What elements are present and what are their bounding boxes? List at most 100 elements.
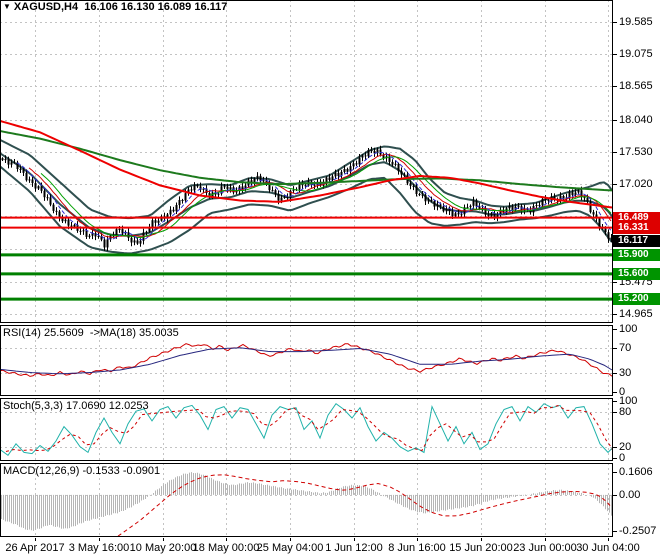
candle-body — [403, 174, 406, 176]
price-tag: 15.900 — [613, 249, 660, 261]
time-tick-label: 26 Apr 2017 — [5, 542, 65, 554]
macd-signal-line — [117, 474, 611, 537]
candle-body — [64, 219, 67, 222]
candle-body — [442, 206, 445, 212]
time-axis[interactable]: 26 Apr 2017 3 May 16:00 10 May 20:00 18 May… — [0, 538, 660, 560]
price-axis[interactable]: 19.585 19.075 18.565 18.040 17.530 17.020 15.4… — [613, 0, 660, 560]
candle-body — [91, 233, 94, 236]
candle-body — [493, 213, 496, 218]
candle-body — [19, 168, 22, 170]
candle-body — [166, 214, 169, 219]
axis-tick-mark — [613, 54, 617, 55]
candle-body — [502, 209, 505, 213]
candle-body — [358, 157, 361, 165]
candle-body — [259, 175, 262, 182]
rsi-indicator-panel[interactable] — [0, 325, 613, 396]
candle-body — [331, 176, 334, 180]
candle-body — [43, 190, 46, 198]
candle-body — [22, 169, 25, 173]
ma-slow-green — [0, 130, 613, 192]
candle-body — [469, 205, 472, 208]
candle-body — [58, 211, 61, 219]
candle-body — [595, 214, 598, 219]
candle-body — [394, 163, 397, 165]
panel-border — [0, 398, 613, 461]
macd-indicator-panel[interactable] — [0, 463, 613, 537]
candle-body — [484, 207, 487, 215]
candle-body — [580, 190, 583, 198]
time-tick-label: 1 Jun 12:00 — [325, 542, 383, 554]
candle-body — [340, 171, 343, 177]
main-chart-panel[interactable] — [0, 0, 613, 323]
candle-body — [472, 200, 475, 206]
grid-layer — [0, 325, 612, 396]
axis-tick-label: 19.585 — [619, 16, 653, 28]
candle-body — [199, 186, 202, 190]
grid-layer — [0, 398, 612, 461]
candle-body — [145, 231, 148, 233]
candle-body — [400, 171, 403, 175]
axis-tick-mark — [613, 447, 617, 448]
candle-body — [370, 150, 373, 152]
candle-body — [364, 155, 367, 157]
candle-body — [229, 187, 232, 190]
time-tick-mark — [290, 538, 291, 541]
candle-body — [127, 232, 130, 238]
candle-body — [85, 230, 88, 237]
axis-tick-mark — [613, 472, 617, 473]
candle-body — [544, 198, 547, 200]
candle-body — [436, 204, 439, 207]
candle-body — [568, 192, 571, 198]
candle-body — [457, 213, 460, 215]
axis-tick-label: 0.1606 — [619, 466, 653, 478]
candle-body — [313, 184, 316, 186]
candle-body — [349, 166, 352, 172]
bollinger-middle — [0, 152, 613, 237]
candle-body — [466, 207, 469, 209]
candle-body — [607, 232, 610, 240]
candle-body — [187, 189, 190, 194]
candle-body — [586, 197, 589, 202]
time-tick-label: 25 May 04:00 — [256, 542, 324, 554]
candle-body — [205, 188, 208, 194]
time-tick-label: 23 Jun 00:00 — [513, 542, 577, 554]
candle-body — [337, 172, 340, 177]
ma-slow-red — [0, 119, 613, 209]
time-tick-label: 18 May 00:00 — [192, 542, 260, 554]
stochastic-indicator-panel[interactable] — [0, 398, 613, 461]
axis-tick-mark — [613, 495, 617, 496]
candle-body — [583, 197, 586, 199]
candle-body — [220, 186, 223, 194]
panel-border — [0, 325, 613, 396]
candle-body — [559, 195, 562, 201]
candle-body — [451, 211, 454, 217]
candle-body — [286, 197, 289, 199]
candle-body — [361, 155, 364, 158]
axis-tick-mark — [613, 282, 617, 283]
time-tick-mark — [354, 538, 355, 541]
axis-tick-mark — [613, 392, 617, 393]
candle-body — [244, 185, 247, 190]
candle-body — [268, 182, 271, 191]
axis-tick-label: 17.530 — [619, 146, 653, 158]
candle-body — [61, 218, 64, 222]
stochastic-d-line — [5, 405, 613, 452]
candle-body — [367, 150, 370, 157]
candle-body — [10, 162, 13, 165]
axis-tick-label: 14.965 — [619, 308, 653, 320]
candle-body — [541, 198, 544, 206]
price-tag: 16.117 — [613, 235, 660, 247]
candle-body — [70, 225, 73, 227]
candle-body — [283, 197, 286, 199]
time-tick-mark — [163, 538, 164, 541]
axis-tick-label: 19.075 — [619, 48, 653, 60]
candle-body — [538, 205, 541, 207]
candle-body — [547, 199, 550, 202]
candle-body — [202, 188, 205, 190]
candle-body — [475, 200, 478, 207]
time-tick-mark — [226, 538, 227, 541]
candle-body — [16, 162, 19, 169]
candle-body — [7, 158, 10, 165]
time-tick-label: 3 May 16:00 — [68, 542, 130, 554]
